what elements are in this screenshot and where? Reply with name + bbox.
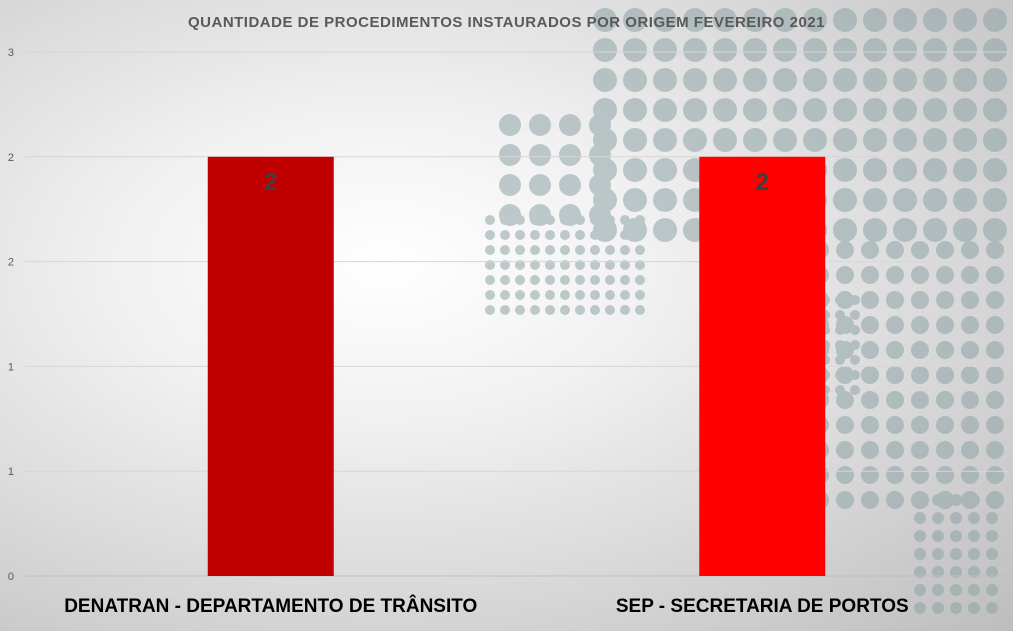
- y-tick-label: 1: [8, 361, 14, 373]
- data-label-0: 2: [264, 169, 277, 196]
- category-label-sep: SEP - SECRETARIA DE PORTOS: [615, 596, 909, 617]
- y-tick-label: 1: [8, 466, 14, 478]
- chart-title: QUANTIDADE DE PROCEDIMENTOS INSTAURADOS …: [187, 14, 826, 31]
- y-tick-label: 2: [8, 257, 14, 269]
- category-label-denatran: DENATRAN - DEPARTAMENTO DE TRÂNSITO: [64, 596, 478, 617]
- y-tick-label: 0: [8, 571, 14, 583]
- bar-0: [207, 156, 334, 577]
- bar-1: [699, 156, 826, 577]
- y-tick-label: 2: [8, 152, 14, 164]
- data-label-1: 2: [756, 169, 769, 196]
- y-tick-label: 3: [8, 47, 14, 59]
